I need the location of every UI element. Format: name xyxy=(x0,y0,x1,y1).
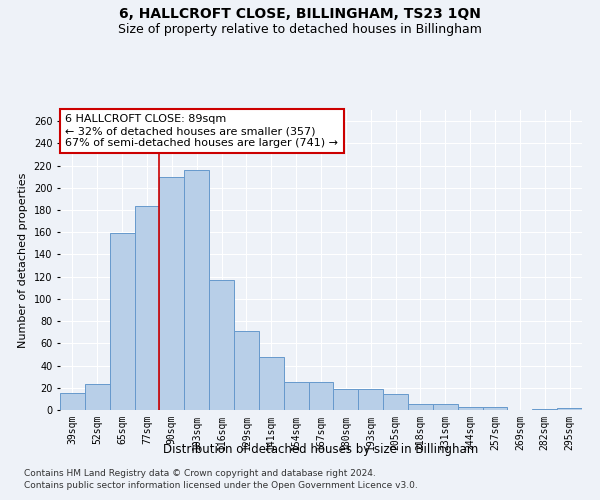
Bar xyxy=(532,409,557,410)
Text: Contains public sector information licensed under the Open Government Licence v3: Contains public sector information licen… xyxy=(24,481,418,490)
Bar xyxy=(60,394,85,410)
Bar xyxy=(284,382,308,410)
Bar xyxy=(184,170,209,410)
Bar xyxy=(209,280,234,410)
Bar xyxy=(433,404,458,410)
Bar xyxy=(134,206,160,410)
Bar xyxy=(160,176,184,410)
Bar xyxy=(458,406,482,410)
Bar xyxy=(482,406,508,410)
Bar xyxy=(234,331,259,410)
Y-axis label: Number of detached properties: Number of detached properties xyxy=(18,172,28,348)
Text: Distribution of detached houses by size in Billingham: Distribution of detached houses by size … xyxy=(163,442,479,456)
Bar xyxy=(308,382,334,410)
Bar xyxy=(110,234,134,410)
Text: Size of property relative to detached houses in Billingham: Size of property relative to detached ho… xyxy=(118,22,482,36)
Bar xyxy=(358,389,383,410)
Bar xyxy=(334,389,358,410)
Bar xyxy=(259,356,284,410)
Text: 6, HALLCROFT CLOSE, BILLINGHAM, TS23 1QN: 6, HALLCROFT CLOSE, BILLINGHAM, TS23 1QN xyxy=(119,8,481,22)
Bar xyxy=(557,408,582,410)
Text: 6 HALLCROFT CLOSE: 89sqm
← 32% of detached houses are smaller (357)
67% of semi-: 6 HALLCROFT CLOSE: 89sqm ← 32% of detach… xyxy=(65,114,338,148)
Bar xyxy=(383,394,408,410)
Text: Contains HM Land Registry data © Crown copyright and database right 2024.: Contains HM Land Registry data © Crown c… xyxy=(24,468,376,477)
Bar xyxy=(85,384,110,410)
Bar xyxy=(408,404,433,410)
